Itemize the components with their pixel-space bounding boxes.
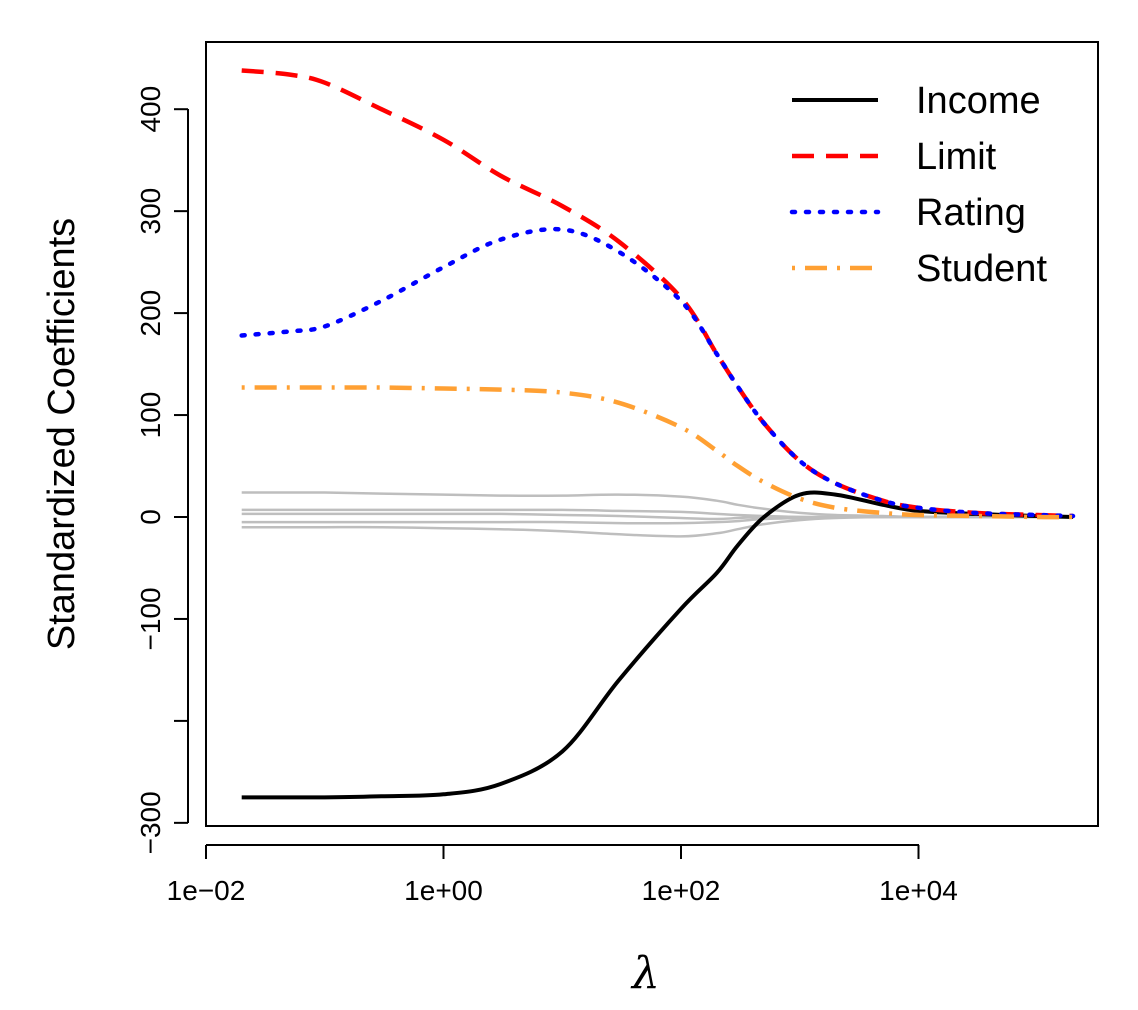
series-layer: [239, 68, 1076, 800]
y-tick-label: −100: [135, 587, 166, 650]
axes: 1e−02 1e+00 1e+02 1e+04 −300 −100 0 100 200 300 4…: [135, 86, 958, 906]
legend-label-student: Student: [916, 248, 1047, 290]
y-ticks: −300 −100 0 100 200 300 400: [135, 86, 188, 854]
y-tick-label: 300: [135, 188, 166, 235]
y-tick-label: 0: [135, 509, 166, 525]
y-tick-label: −300: [135, 791, 166, 854]
legend: Income Limit Rating Student: [789, 80, 1047, 290]
legend-label-income: Income: [916, 80, 1041, 122]
y-tick-label: 400: [135, 86, 166, 133]
series-line-other5: [241, 515, 1073, 538]
x-tick-label: 1e+02: [642, 875, 721, 906]
y-tick-label: 100: [135, 392, 166, 439]
series-line-income: [241, 490, 1074, 800]
y-axis-title: Standardized Coefficients: [41, 218, 83, 650]
series-line-student: [241, 385, 1074, 520]
plot-frame: [205, 41, 1099, 827]
legend-label-rating: Rating: [916, 192, 1026, 234]
x-tick-label: 1e−02: [167, 875, 246, 906]
legend-label-limit: Limit: [916, 136, 997, 178]
series-line-rating: [239, 226, 1076, 519]
x-tick-label: 1e+04: [879, 875, 958, 906]
x-axis-title: λ: [630, 948, 660, 999]
x-tick-label: 1e+00: [404, 875, 483, 906]
x-ticks: 1e−02 1e+00 1e+02 1e+04: [167, 845, 958, 906]
y-tick-label: 200: [135, 290, 166, 337]
